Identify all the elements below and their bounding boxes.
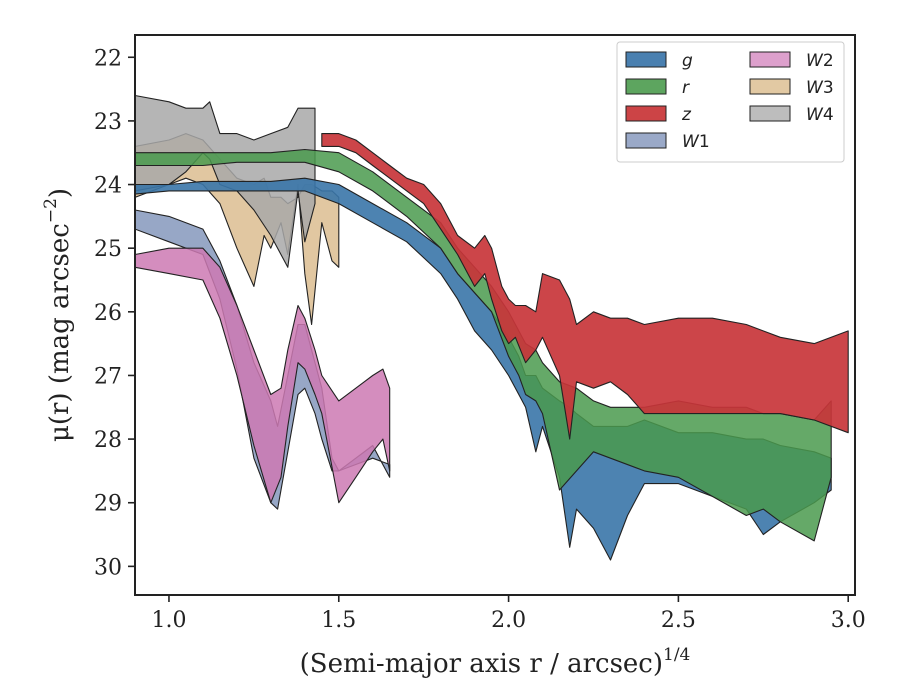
legend: grz W1 W2 W3 W4 — [616, 41, 845, 163]
y-axis-label: μ(r) (mag arcsec−2) — [41, 188, 75, 442]
legend-swatch-g — [625, 51, 667, 68]
y-tick-label: 23 — [94, 110, 122, 135]
legend-swatch-w3 — [749, 78, 791, 95]
legend-swatch-w1 — [625, 132, 667, 149]
y-tick-label: 22 — [94, 46, 122, 71]
y-tick-label: 30 — [94, 555, 122, 580]
chart-bands — [135, 94, 849, 561]
band-z — [321, 133, 849, 440]
y-axis-label-close: ) — [45, 188, 75, 198]
legend-label-w2: W2 — [806, 51, 834, 71]
legend-label-w3: W3 — [806, 78, 834, 98]
x-tick-label: 1.5 — [321, 608, 356, 633]
legend-label-z: z — [681, 105, 692, 125]
y-tick-label: 28 — [94, 428, 122, 453]
y-axis-label-exponent: −2 — [41, 198, 61, 223]
x-axis-label: (Semi-major axis r / arcsec)1/4 — [300, 645, 691, 679]
legend-label-g: g — [682, 51, 693, 71]
legend-items: grz W1 W2 W3 W4 — [625, 51, 834, 152]
x-tick-label: 2.5 — [661, 608, 696, 633]
legend-label-r: r — [682, 78, 690, 98]
y-tick-label: 25 — [94, 237, 122, 262]
x-tick-label: 1.0 — [151, 608, 186, 633]
legend-label-w4: W4 — [806, 105, 834, 125]
x-tick-label: 3.0 — [831, 608, 866, 633]
plot-frame — [134, 34, 856, 596]
legend-box — [616, 41, 845, 163]
y-tick-label: 26 — [94, 301, 122, 326]
legend-label-w1: W1 — [682, 132, 710, 152]
band-w2 — [135, 247, 391, 504]
legend-swatch-w2 — [749, 51, 791, 68]
legend-swatch-r — [625, 78, 667, 95]
legend-swatch-z — [625, 105, 667, 122]
y-tick-label: 24 — [94, 174, 122, 199]
x-axis-label-exponent: 1/4 — [663, 645, 690, 665]
y-axis: 22 23 24 25 26 27 28 29 30 — [94, 46, 135, 580]
x-tick-label: 2.0 — [491, 608, 526, 633]
x-axis: 1.0 1.5 2.0 2.5 3.0 — [151, 595, 866, 633]
y-tick-label: 29 — [94, 492, 122, 517]
legend-swatch-w4 — [749, 105, 791, 122]
y-tick-label: 27 — [94, 364, 122, 389]
